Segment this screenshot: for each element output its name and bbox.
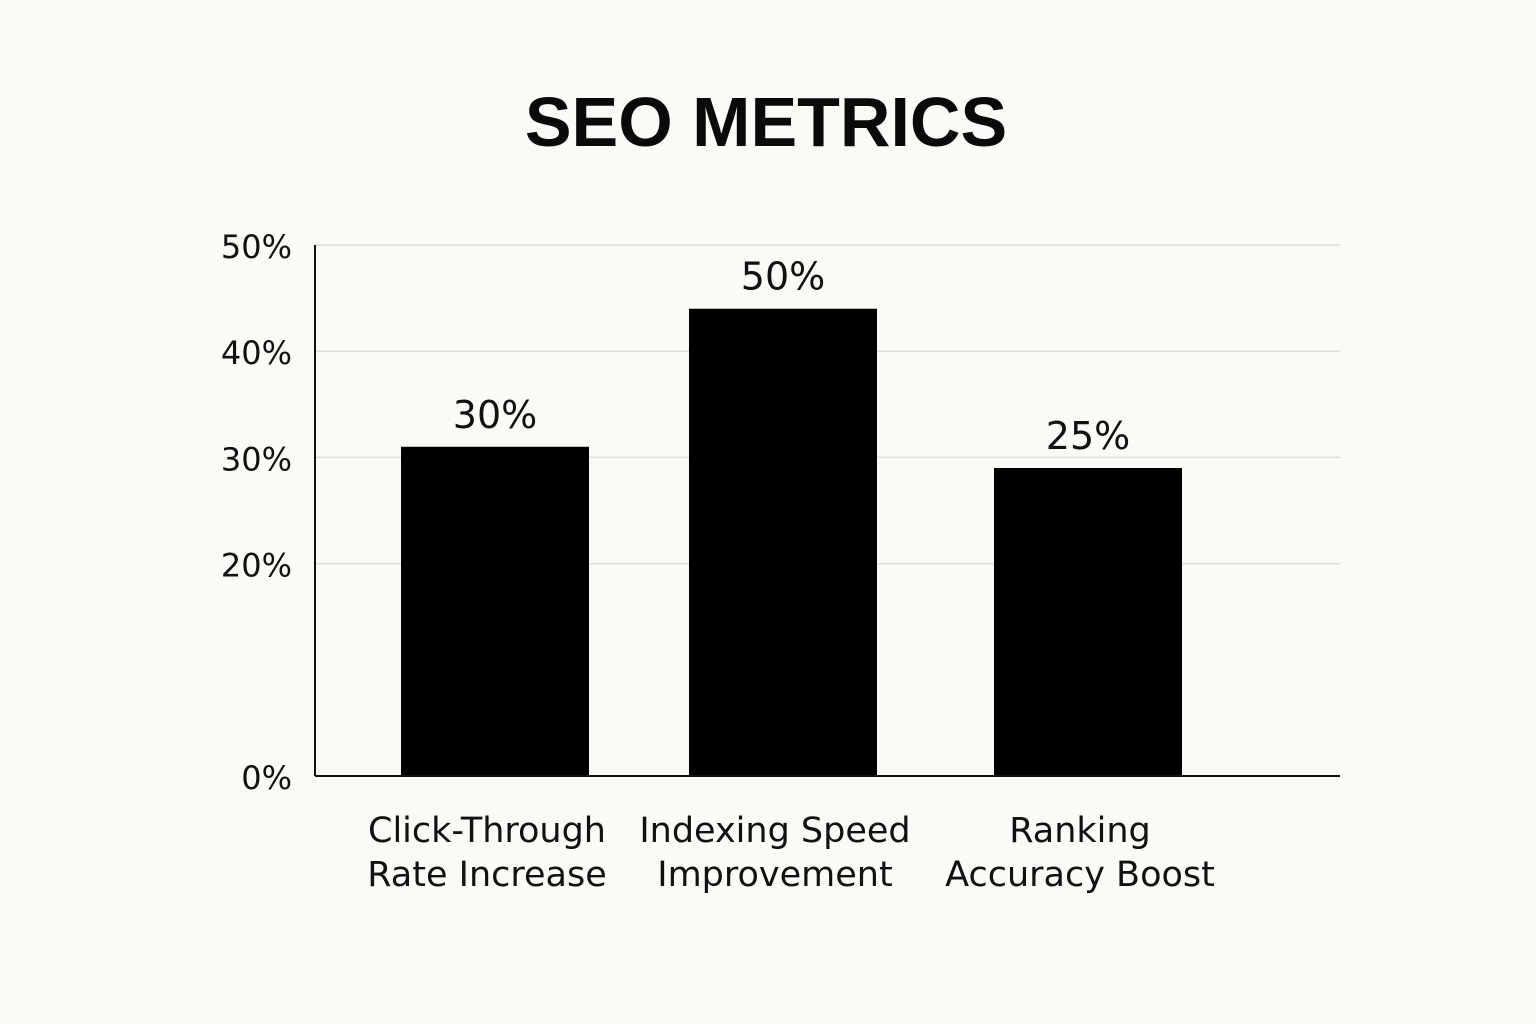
bar (401, 446, 589, 776)
y-tick-label: 20% (221, 547, 292, 585)
y-tick-label: 50% (221, 228, 292, 266)
chart-title: SEO METRICS (525, 83, 1007, 161)
value-labels: 30% 50% 25% (453, 255, 1130, 458)
y-tick-label: 30% (221, 440, 292, 478)
bar-value-label: 50% (741, 255, 825, 299)
category-label: Improvement (657, 855, 892, 895)
y-axis-ticks: 0% 20% 30% 40% 50% (221, 228, 292, 797)
y-tick-label: 40% (221, 334, 292, 372)
category-label: Rate Increase (367, 855, 607, 895)
y-tick-label: 0% (241, 759, 292, 797)
category-label: Ranking (1009, 811, 1151, 851)
bar (994, 468, 1182, 776)
bars (401, 308, 1182, 776)
bar-value-label: 30% (453, 393, 537, 437)
category-label: Indexing Speed (639, 811, 910, 851)
category-label: Click-Through (368, 811, 606, 851)
category-label: Accuracy Boost (945, 855, 1215, 895)
bar (689, 308, 877, 776)
bar-value-label: 25% (1046, 414, 1130, 458)
